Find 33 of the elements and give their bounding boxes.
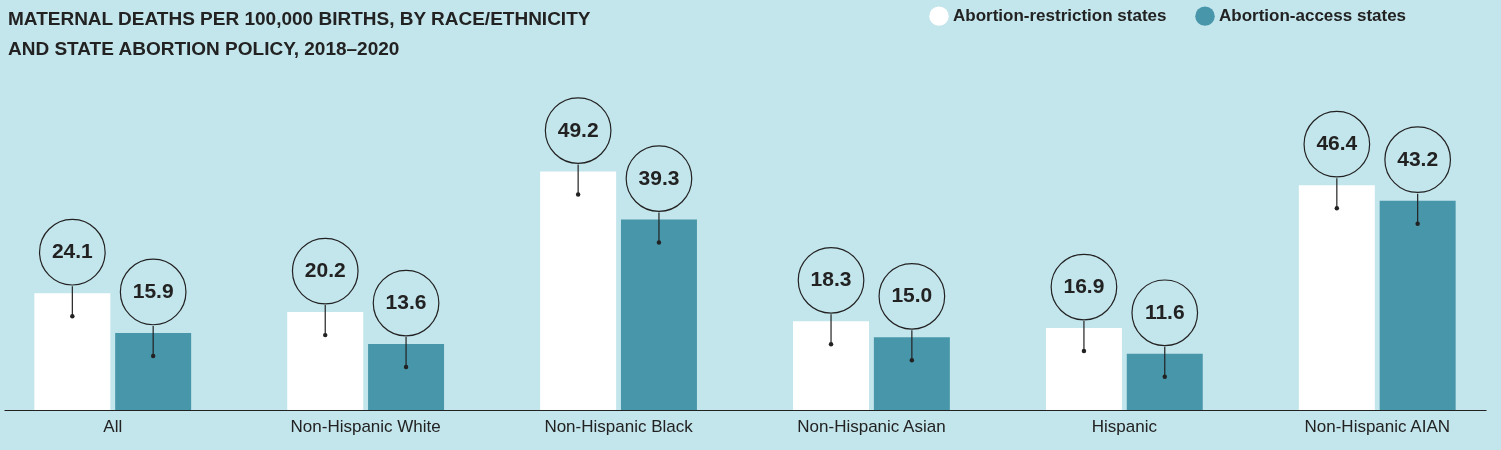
data-label: 24.1	[51, 239, 94, 263]
legend-label: Abortion-restriction states	[953, 6, 1167, 26]
data-label: 43.2	[1397, 146, 1439, 170]
bar	[1126, 353, 1203, 410]
data-label: 18.3	[810, 267, 852, 291]
data-label: 46.4	[1316, 131, 1358, 155]
bar	[287, 312, 364, 410]
bar	[1045, 328, 1122, 410]
bar	[873, 337, 950, 410]
x-tick-label: Non-Hispanic Asian	[797, 416, 946, 436]
bar	[1379, 200, 1456, 410]
legend-label: Abortion-access states	[1219, 6, 1407, 26]
x-tick-label: Non-Hispanic White	[290, 416, 441, 436]
x-tick-label: All	[103, 416, 123, 436]
bar	[620, 219, 697, 410]
x-tick-label: Non-Hispanic AIAN	[1304, 416, 1451, 436]
data-label: 13.6	[385, 290, 427, 314]
data-label: 15.9	[132, 278, 174, 302]
chart-title: MATERNAL DEATHS PER 100,000 BIRTHS, BY RACE/ETHNICITY AND STATE ABORTION POLICY, 2018–2020	[8, 8, 591, 59]
bar	[115, 332, 192, 410]
data-label: 20.2	[304, 258, 346, 282]
data-label: 49.2	[557, 117, 599, 141]
bar	[793, 321, 870, 410]
data-label: 15.0	[891, 283, 933, 307]
bar	[368, 344, 445, 410]
bar	[1298, 185, 1375, 410]
x-tick-label: Non-Hispanic Black	[544, 416, 694, 436]
bar	[34, 293, 111, 410]
data-label: 39.3	[638, 165, 680, 189]
data-label: 16.9	[1063, 274, 1105, 298]
x-tick-label: Hispanic	[1091, 416, 1158, 436]
bar	[540, 171, 617, 410]
data-label: 11.6	[1144, 299, 1185, 323]
